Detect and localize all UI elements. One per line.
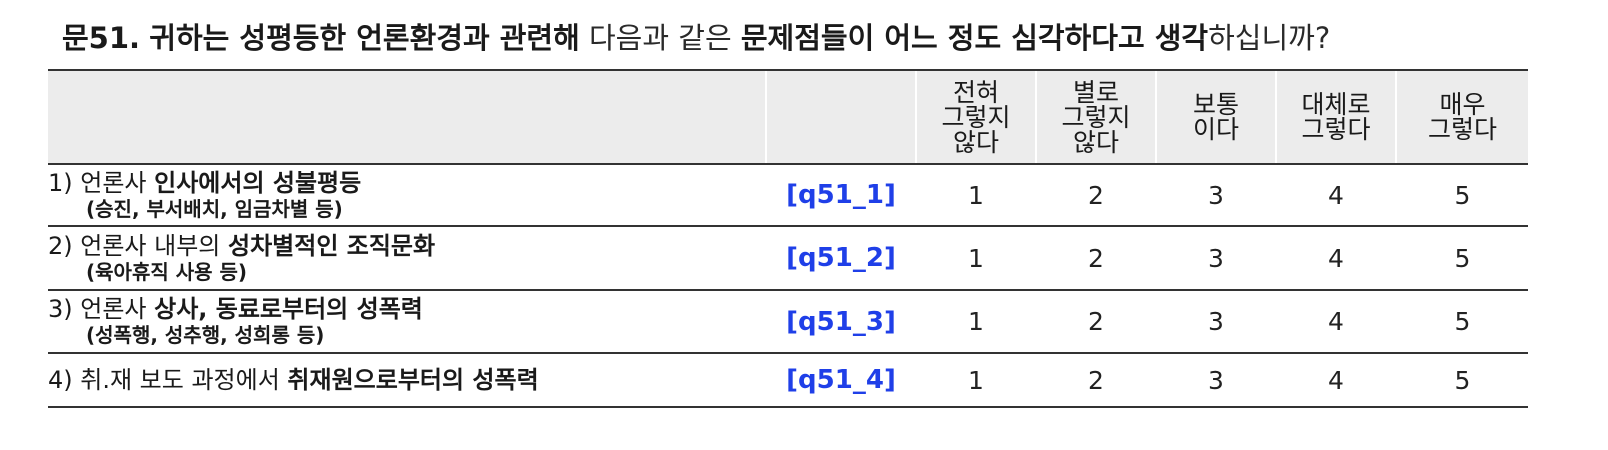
- scale-value[interactable]: 5: [1395, 164, 1528, 227]
- item-prefix: 1) 언론사: [48, 168, 155, 197]
- header-line: 않다: [952, 127, 999, 157]
- header-line: 그렇다: [1301, 115, 1371, 144]
- item-prefix: 2) 언론사 내부의: [48, 231, 228, 260]
- item-prefix: 4) 취.재 보도 과정에서: [48, 365, 288, 394]
- scale-value[interactable]: 2: [1035, 290, 1156, 354]
- item-bold-text: 취재원으로부터의 성폭력: [287, 365, 539, 394]
- header-line: 그렇지: [941, 102, 1011, 132]
- item-label: 4) 취.재 보도 과정에서 취재원으로부터의 성폭력: [48, 353, 766, 408]
- item-prefix: 3) 언론사: [48, 295, 155, 323]
- scale-value[interactable]: 2: [1035, 226, 1156, 291]
- header-scale-4: 대체로 그렇다: [1275, 69, 1396, 165]
- item-label: 2) 언론사 내부의 성차별적인 조직문화 (육아휴직 사용 등): [48, 226, 766, 291]
- scale-value[interactable]: 4: [1275, 290, 1396, 354]
- header-line: 그렇지: [1061, 102, 1131, 132]
- scale-value[interactable]: 4: [1275, 353, 1396, 408]
- question-text-bold-1: 귀하는 성평등한 언론환경과 관련해: [149, 21, 580, 55]
- scale-value[interactable]: 3: [1155, 353, 1276, 408]
- header-scale-3: 보통 이다: [1155, 69, 1276, 165]
- item-sub-text: (성폭행, 성추행, 성희롱 등): [86, 323, 325, 347]
- question-number: 문51.: [62, 21, 141, 55]
- scale-value[interactable]: 1: [915, 226, 1036, 291]
- scale-value[interactable]: 3: [1155, 164, 1276, 227]
- likert-table: 전혀 그렇지 않다 별로 그렇지 않다 보통 이다 대체로 그렇다 매우 그렇다…: [48, 69, 1528, 408]
- header-line: 보통: [1192, 90, 1239, 119]
- header-line: 별로: [1072, 77, 1119, 107]
- scale-value[interactable]: 5: [1395, 353, 1528, 408]
- item-row-4: 4) 취.재 보도 과정에서 취재원으로부터의 성폭력 [q51_4] 1 2 …: [48, 353, 1528, 408]
- variable-code: [q51_3]: [765, 290, 916, 354]
- header-empty-code: [765, 69, 916, 165]
- header-scale-2: 별로 그렇지 않다: [1035, 69, 1156, 165]
- scale-value[interactable]: 3: [1155, 226, 1276, 291]
- item-row-2: 2) 언론사 내부의 성차별적인 조직문화 (육아휴직 사용 등) [q51_2…: [48, 226, 1528, 291]
- scale-value[interactable]: 3: [1155, 290, 1276, 354]
- header-empty-label: [48, 69, 766, 165]
- header-scale-5: 매우 그렇다: [1395, 69, 1528, 165]
- variable-code: [q51_2]: [765, 226, 916, 291]
- question-title: 문51. 귀하는 성평등한 언론환경과 관련해 다음과 같은 문제점들이 어느 …: [62, 14, 1592, 62]
- item-sub-text: (승진, 부서배치, 임금차별 등): [86, 196, 343, 221]
- scale-value[interactable]: 2: [1035, 164, 1156, 227]
- header-line: 대체로: [1301, 90, 1371, 119]
- header-line: 이다: [1192, 115, 1239, 144]
- scale-value[interactable]: 5: [1395, 226, 1528, 291]
- header-line: 그렇다: [1427, 115, 1497, 144]
- variable-code: [q51_4]: [765, 353, 916, 408]
- header-scale-1: 전혀 그렇지 않다: [915, 69, 1036, 165]
- item-bold-text: 성차별적인 조직문화: [228, 231, 436, 260]
- header-line: 매우: [1439, 90, 1486, 119]
- item-row-3: 3) 언론사 상사, 동료로부터의 성폭력 (성폭행, 성추행, 성희롱 등) …: [48, 290, 1528, 354]
- question-text-normal-1: 다음과 같은: [589, 21, 732, 55]
- item-row-1: 1) 언론사 인사에서의 성불평등 (승진, 부서배치, 임금차별 등) [q5…: [48, 164, 1528, 227]
- scale-value[interactable]: 1: [915, 164, 1036, 227]
- item-bold-text: 상사, 동료로부터의 성폭력: [154, 295, 423, 323]
- item-sub-text: (육아휴직 사용 등): [86, 259, 248, 284]
- header-line: 전혀: [952, 77, 999, 107]
- header-line: 않다: [1072, 127, 1119, 157]
- scale-value[interactable]: 1: [915, 353, 1036, 408]
- scale-value[interactable]: 2: [1035, 353, 1156, 408]
- header-row: 전혀 그렇지 않다 별로 그렇지 않다 보통 이다 대체로 그렇다 매우 그렇다: [48, 69, 1528, 165]
- question-text-bold-2: 문제점들이 어느 정도 심각하다고 생각: [740, 21, 1209, 55]
- scale-value[interactable]: 4: [1275, 226, 1396, 291]
- item-label: 3) 언론사 상사, 동료로부터의 성폭력 (성폭행, 성추행, 성희롱 등): [48, 290, 766, 354]
- scale-value[interactable]: 5: [1395, 290, 1528, 354]
- variable-code: [q51_1]: [765, 164, 916, 227]
- question-text-normal-2: 하십니까?: [1208, 21, 1331, 55]
- item-label: 1) 언론사 인사에서의 성불평등 (승진, 부서배치, 임금차별 등): [48, 164, 766, 227]
- scale-value[interactable]: 4: [1275, 164, 1396, 227]
- item-bold-text: 인사에서의 성불평등: [154, 168, 362, 197]
- scale-value[interactable]: 1: [915, 290, 1036, 354]
